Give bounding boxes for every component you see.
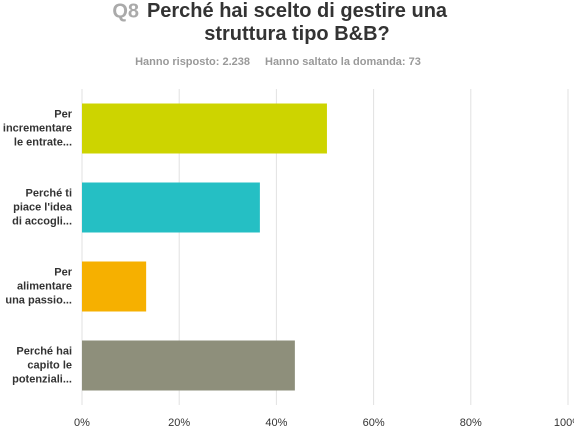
y-category-label: Per incrementare le entrate... [3,108,73,148]
x-tick-label: 0% [74,417,90,429]
question-number: Q8 [112,0,139,22]
chart-title: Perché hai scelto di gestire una struttur… [147,0,448,45]
skipped-count: Hanno saltato la domanda: 73 [265,56,421,68]
answered-count: Hanno risposto: 2.238 [135,56,250,68]
x-tick-label: 80% [460,417,482,429]
bar [82,103,327,154]
bar [82,182,260,233]
y-category-label: Per alimentare una passio... [5,266,72,306]
y-category-label: Perché ti piace l'idea di accogli... [12,187,73,227]
bar [82,340,295,391]
x-tick-label: 100% [554,417,574,429]
x-tick-label: 60% [363,417,385,429]
x-tick-label: 40% [265,417,287,429]
bar [82,261,147,312]
x-tick-label: 20% [168,417,190,429]
y-category-label: Perché hai capito le potenziali... [12,345,72,385]
